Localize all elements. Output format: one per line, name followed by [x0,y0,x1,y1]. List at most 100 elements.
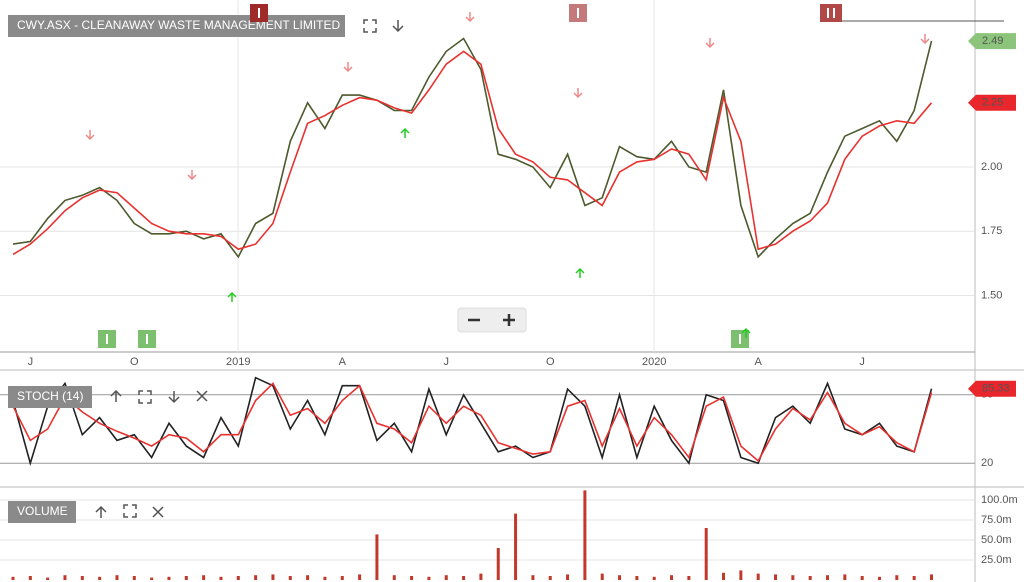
bar [548,576,552,580]
bar [895,575,899,580]
price-tag [968,94,1016,111]
bar [722,572,726,580]
bar [652,576,656,580]
bar [444,575,448,580]
bar [392,575,396,580]
x-tick-label: J [28,356,34,368]
down-icon[interactable] [392,20,404,33]
x-tick-label: A [339,356,347,368]
panel-title: VOLUME [17,504,68,518]
bar [358,574,362,580]
bar [219,576,223,580]
bar [288,576,292,580]
bar [167,576,171,580]
bar [496,548,500,580]
bar [80,576,84,580]
bar [600,573,604,580]
bar [427,576,431,580]
bar [514,513,518,580]
x-tick-label: 2019 [226,356,250,368]
up-icon[interactable] [110,389,122,402]
down-icon[interactable] [168,391,180,404]
bar [739,570,743,580]
bar [46,577,50,580]
bar [687,576,691,580]
bar [375,534,379,580]
title-box [8,386,92,408]
bar [479,573,483,580]
bar [184,576,188,580]
bar [912,576,916,580]
panel-title: STOCH (14) [17,389,83,403]
bar [202,575,206,580]
close-icon[interactable] [152,506,164,518]
x-tick-label: J [859,356,865,368]
y-tick-label: 20 [981,457,993,469]
bar [150,577,154,580]
bar [28,576,32,580]
x-tick-label: O [546,356,555,368]
bar [878,576,881,580]
bar [410,576,414,580]
series-line [12,37,933,259]
toolbar[interactable] [95,19,404,518]
signal-arrows [85,12,930,338]
x-tick-label: A [755,356,763,368]
bar [843,574,847,580]
bar [236,576,240,580]
expand-icon[interactable] [138,390,152,404]
zoom-icons[interactable] [468,314,515,326]
bar [826,575,830,580]
y-tick-label: 75.0m [981,514,1012,526]
title-box [8,501,76,523]
up-icon[interactable] [95,505,107,518]
bar [63,575,67,580]
bar [271,574,275,580]
series-line [12,382,933,463]
price-tag [968,380,1016,397]
event-marker[interactable] [820,4,842,22]
chart-title: CWY.ASX - CLEANAWAY WASTE MANAGEMENT LIM… [17,18,340,32]
bar [566,574,570,580]
close-icon[interactable] [196,390,208,402]
bar [11,576,15,580]
expand-icon[interactable] [363,19,377,33]
bar [583,490,587,580]
y-tick-label: 1.75 [981,225,1002,237]
bar [635,576,639,580]
bar [340,576,344,580]
series-line [12,50,933,256]
bar [756,573,760,580]
y-tick-label: 2.00 [981,161,1002,173]
bar [618,575,622,580]
bar [791,575,795,580]
x-tick-label: 2020 [642,356,666,368]
bar [929,574,933,580]
bar [306,575,310,580]
bar [774,574,778,580]
x-tick-label: J [444,356,450,368]
price-tag-label: 2.25 [982,97,1003,109]
bar [254,575,258,580]
bar [670,575,674,580]
event-markers [98,4,842,348]
bar [462,576,466,580]
bar [808,576,812,580]
bar [132,576,136,580]
bar [98,576,102,580]
y-tick-label: 25.0m [981,554,1012,566]
price-tag-label: 2.49 [982,35,1003,47]
x-tick-label: O [130,356,139,368]
bar [323,576,327,580]
bar [115,575,119,580]
y-tick-label: 1.50 [981,289,1002,301]
y-tick-label: 100.0m [981,494,1018,506]
price-tag-label: 85.33 [982,383,1010,395]
bar [704,528,708,580]
bar [860,576,864,580]
y-tick-label: 50.0m [981,534,1012,546]
expand-icon[interactable] [123,504,137,518]
bar [531,575,535,580]
